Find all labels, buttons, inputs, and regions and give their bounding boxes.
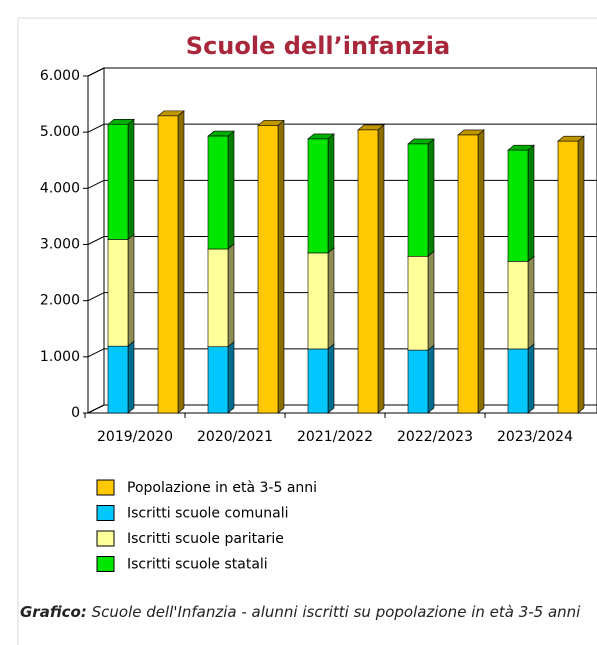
bar (307, 348, 329, 414)
bar (107, 239, 129, 347)
bar-side (227, 243, 235, 348)
bar-side (327, 247, 335, 350)
legend-label: Popolazione in età 3-5 anni (127, 480, 317, 496)
bar (307, 252, 329, 350)
bar (207, 346, 229, 414)
bar (207, 135, 229, 250)
legend-swatch (96, 479, 115, 496)
y-tick-label: 1.000 (40, 349, 80, 365)
bar (107, 345, 129, 414)
bar (207, 248, 229, 348)
bar-side (327, 133, 335, 254)
caption-label: Grafico: (20, 603, 87, 621)
x-tick-label: 2019/2020 (97, 429, 173, 445)
y-tick-label: 0 (71, 405, 80, 421)
bar-side (327, 343, 335, 414)
y-tick-label: 5.000 (40, 124, 80, 140)
bar (407, 255, 429, 351)
bar-side (477, 129, 485, 414)
y-tick-label: 2.000 (40, 293, 80, 309)
x-tick-label: 2020/2021 (197, 429, 273, 445)
bar-side (277, 119, 285, 414)
bar-side (127, 118, 135, 241)
bar-side (427, 250, 435, 351)
bar-side (177, 110, 185, 414)
bar-side (227, 341, 235, 414)
caption: Grafico: Scuole dell'Infanzia - alunni i… (20, 602, 597, 622)
bar (157, 115, 179, 414)
bar-side (227, 130, 235, 250)
grid-line (87, 404, 105, 414)
bar (507, 348, 529, 414)
bar (507, 149, 529, 262)
bar (407, 143, 429, 257)
chart-title: Scuole dell’infanzia (186, 32, 450, 60)
y-tick-label: 6.000 (40, 68, 80, 84)
bar-side (427, 138, 435, 257)
legend-swatch (96, 556, 115, 572)
x-tick-label: 2022/2023 (397, 429, 473, 445)
bar (507, 261, 529, 350)
bar-side (527, 343, 535, 414)
grid-line (87, 67, 105, 77)
bar (257, 125, 279, 414)
y-tick-label: 3.000 (40, 237, 80, 253)
bar (557, 140, 579, 414)
legend-label: Iscritti scuole paritarie (127, 531, 284, 547)
legend-label: Iscritti scuole comunali (127, 506, 288, 522)
bar-side (527, 144, 535, 262)
bar (457, 134, 479, 414)
bar-side (127, 340, 135, 414)
bar (357, 129, 379, 414)
grid-line (87, 236, 105, 245)
grid-line (87, 179, 105, 189)
bar-side (427, 344, 435, 414)
bar-side (527, 255, 535, 350)
bar-side (127, 233, 135, 347)
grid-line (87, 123, 105, 133)
grid-line (87, 348, 105, 358)
x-tick-label: 2023/2024 (497, 429, 573, 445)
y-tick-label: 4.000 (40, 180, 80, 196)
legend-swatch (96, 505, 115, 521)
x-tick-label: 2021/2022 (297, 429, 373, 445)
grid-line (87, 292, 105, 302)
bar-side (577, 135, 585, 414)
caption-text: Scuole dell'Infanzia - alunni iscritti s… (91, 603, 581, 621)
bar (107, 124, 129, 240)
bar (407, 349, 429, 414)
bar (307, 138, 329, 254)
legend-label: Iscritti scuole statali (127, 557, 268, 573)
bar-side (377, 124, 385, 414)
legend-swatch (96, 530, 115, 547)
